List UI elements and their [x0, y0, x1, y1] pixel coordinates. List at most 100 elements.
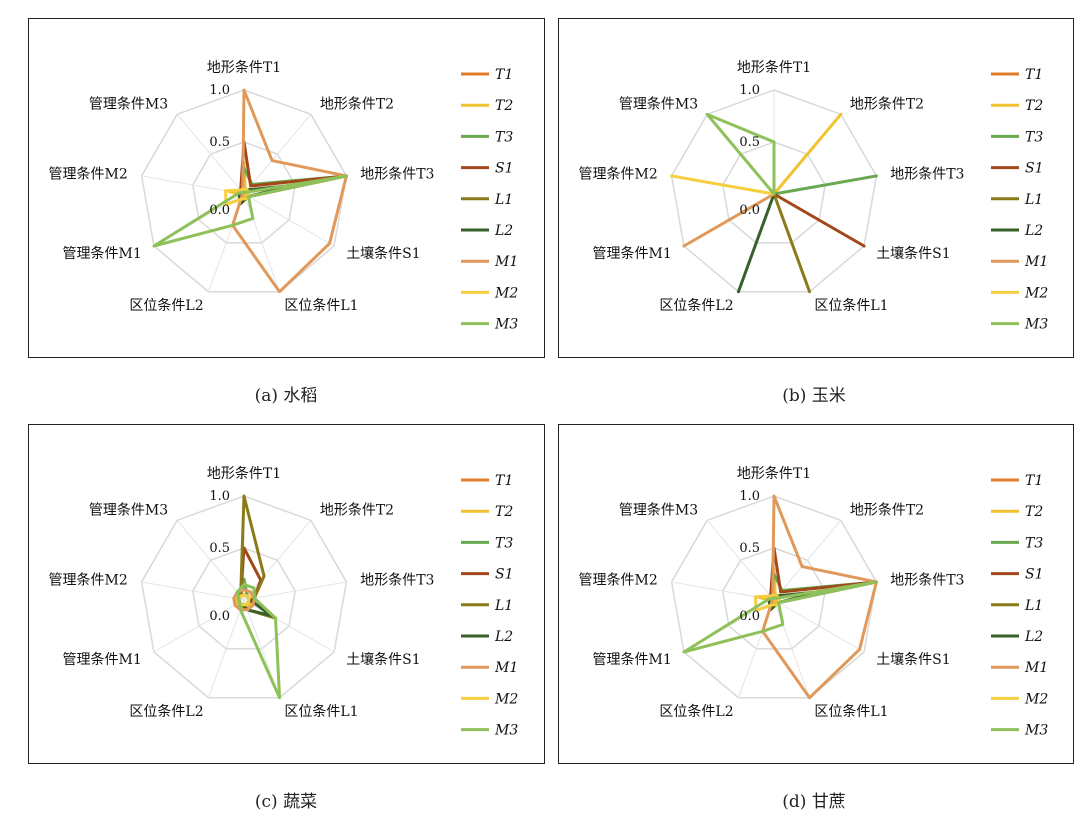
series-line-S1: [772, 192, 866, 248]
legend-entry: L1: [1024, 598, 1043, 614]
axis-label: 管理条件M2: [579, 572, 658, 589]
legend-entry: L1: [1024, 192, 1043, 208]
legend-entry: L2: [1024, 223, 1043, 239]
axis-label: 地形条件T1: [737, 59, 811, 76]
series-line-T3: [772, 174, 878, 196]
grid-spoke: [243, 581, 347, 601]
axis-label: 管理条件M3: [619, 502, 698, 519]
legend-entry: S1: [1025, 161, 1044, 177]
legend-entry: T2: [495, 98, 513, 114]
series-line-L1: [772, 192, 812, 294]
legend-entry: M1: [494, 660, 518, 676]
grid-ring: [722, 141, 826, 244]
grid-spoke: [153, 599, 245, 653]
tick-label: 1.0: [209, 489, 230, 504]
radar-chart-d: 0.0 0.5 1.0 地形条件T1 地形条件T2 地形条件T3 土壤条件S1 区位条件L1 区…: [579, 465, 1049, 739]
tick-label: 1.0: [739, 83, 760, 98]
legend-entry: S1: [495, 161, 514, 177]
axis-label: 地形条件T3: [890, 166, 964, 183]
tick-label: 0.5: [739, 135, 760, 150]
legend: T1 T2 T3 S1 L1 L2 M1 M2 M3: [991, 67, 1048, 333]
tick-label: 0.0: [739, 609, 760, 624]
legend: T1 T2 T3 S1 L1 L2 M1 M2 M3: [991, 473, 1048, 739]
grid-spoke: [243, 520, 312, 601]
tick-label: 0.0: [209, 203, 230, 218]
axis-label: 地形条件T2: [850, 96, 924, 113]
grid-ring: [192, 547, 296, 650]
caption-b: (b) 玉米: [782, 386, 846, 406]
grid-spoke: [176, 114, 245, 195]
axis-label: 地形条件T1: [207, 59, 281, 76]
legend-entry: L1: [494, 598, 513, 614]
axis-label: 区位条件L1: [284, 703, 358, 720]
legend-entry: M2: [494, 691, 518, 707]
legend-entry: T1: [495, 67, 513, 83]
chart-panel-b: 0.0 0.5 1.0 地形条件T1 地形条件T2 地形条件T3 土壤条件S1 区位条件L1 区…: [558, 18, 1074, 358]
legend-entry: L2: [1024, 629, 1043, 645]
legend-entry: T2: [1025, 504, 1043, 520]
grid-spoke: [706, 520, 775, 601]
radar-chart-b: 0.0 0.5 1.0 地形条件T1 地形条件T2 地形条件T3 土壤条件S1 区位条件L1 区…: [579, 59, 1049, 333]
series-line-M3: [152, 174, 348, 248]
series-group: [232, 494, 282, 700]
legend-entry: S1: [1025, 567, 1044, 583]
chart-panel-c: 0.0 0.5 1.0 地形条件T1 地形条件T2 地形条件T3 土壤条件S1 区位条件L1 区…: [28, 424, 545, 764]
grid-spoke: [141, 581, 245, 601]
series-group: [152, 88, 348, 294]
tick-label: 0.0: [739, 203, 760, 218]
axis-label: 土壤条件S1: [346, 651, 421, 668]
axis-label: 区位条件L2: [129, 703, 203, 720]
radar-grid: [140, 495, 348, 699]
axis-label: 管理条件M2: [49, 572, 128, 589]
legend-entry: L2: [494, 629, 513, 645]
axis-label: 土壤条件S1: [346, 245, 421, 262]
series-line-M1: [682, 192, 776, 248]
grid-ring: [140, 89, 348, 293]
grid-ring: [140, 495, 348, 699]
grid-spoke: [243, 114, 312, 195]
axis-label: 地形条件T2: [320, 96, 394, 113]
axis-label: 管理条件M1: [63, 245, 142, 262]
axis-label: 管理条件M1: [593, 245, 672, 262]
legend-entry: T1: [1025, 473, 1043, 489]
grid-ring: [670, 495, 878, 699]
tick-label: 1.0: [209, 83, 230, 98]
axis-label: 区位条件L2: [659, 297, 733, 314]
legend-entry: T2: [1025, 98, 1043, 114]
tick-label: 1.0: [739, 489, 760, 504]
radar-chart-c: 0.0 0.5 1.0 地形条件T1 地形条件T2 地形条件T3 土壤条件S1 区位条件L1 区…: [49, 465, 519, 739]
grid-spoke: [243, 193, 335, 247]
legend-entry: T3: [1025, 535, 1043, 551]
axis-label: 区位条件L1: [814, 297, 888, 314]
legend-entry: M3: [1024, 317, 1048, 333]
series-group: [670, 112, 878, 294]
caption-d: (d) 甘蔗: [782, 792, 846, 812]
chart-panel-d: 0.0 0.5 1.0 地形条件T1 地形条件T2 地形条件T3 土壤条件S1 区位条件L1 区…: [558, 424, 1074, 764]
axis-label: 管理条件M2: [579, 166, 658, 183]
axis-label: 地形条件T3: [360, 572, 434, 589]
tick-label: 0.5: [209, 541, 230, 556]
grid-spoke: [773, 520, 842, 601]
legend-entry: M1: [1024, 254, 1048, 270]
legend-entry: M2: [1024, 691, 1048, 707]
axis-label: 管理条件M3: [89, 96, 168, 113]
legend-entry: M2: [1024, 285, 1048, 301]
series-line-M3: [705, 112, 776, 196]
legend-entry: T3: [495, 535, 513, 551]
axis-label: 管理条件M2: [49, 166, 128, 183]
axis-label: 土壤条件S1: [876, 651, 951, 668]
legend-entry: M3: [494, 723, 518, 739]
axis-label: 管理条件M3: [89, 502, 168, 519]
chart-panel-a: 0.0 0.5 1.0 地形条件T1 地形条件T2 地形条件T3 土壤条件S1 区位条件L1 区…: [28, 18, 545, 358]
axis-label: 地形条件T3: [360, 166, 434, 183]
axis-label: 地形条件T3: [890, 572, 964, 589]
axis-label: 地形条件T2: [320, 502, 394, 519]
axis-label: 地形条件T2: [850, 502, 924, 519]
series-line-L2: [736, 192, 776, 294]
series-line-M2: [670, 174, 776, 196]
legend-entry: T3: [1025, 129, 1043, 145]
series-line-M3: [682, 580, 878, 654]
legend-entry: S1: [495, 567, 514, 583]
axis-label: 区位条件L1: [284, 297, 358, 314]
grid-spoke: [176, 520, 245, 601]
